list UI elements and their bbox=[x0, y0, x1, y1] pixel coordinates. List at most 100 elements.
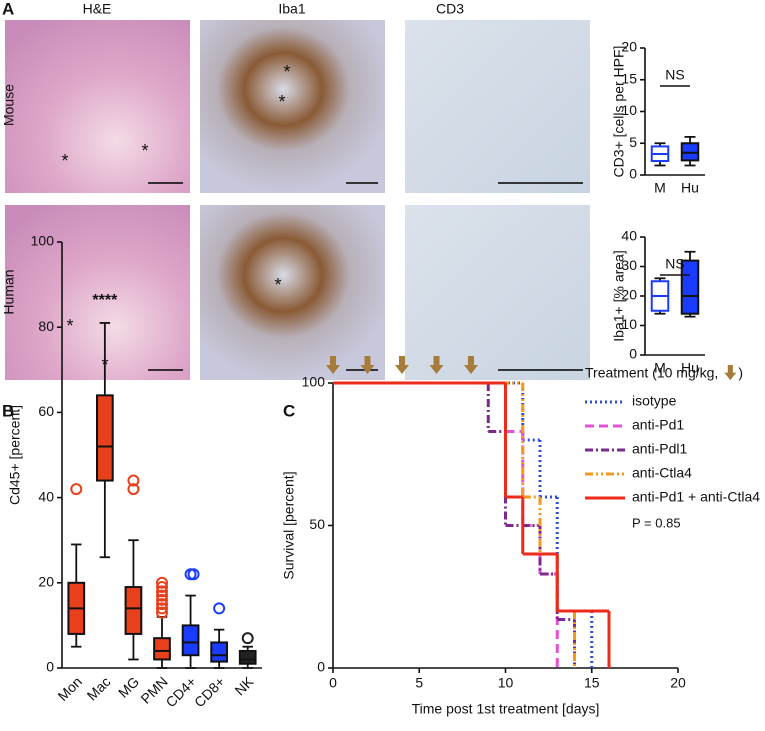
legend-title: Treatment (10 mg/kg, bbox=[585, 365, 718, 381]
y-tick-label: 40 bbox=[38, 488, 54, 504]
treatment-arrow bbox=[429, 356, 444, 374]
y-tick-label: 20 bbox=[621, 39, 637, 55]
x-axis-label: Time post 1st treatment [days] bbox=[412, 701, 600, 717]
legend-label: anti-Pd1 bbox=[632, 417, 684, 433]
legend-label: anti-Ctla4 bbox=[632, 465, 692, 481]
x-tick-label: CD4+ bbox=[162, 673, 199, 710]
box bbox=[238, 649, 257, 665]
panel-label: B bbox=[2, 401, 14, 420]
outlier bbox=[70, 483, 83, 496]
y-tick-label: 0 bbox=[629, 166, 637, 182]
x-tick-label: CD8+ bbox=[191, 673, 228, 710]
outlier bbox=[156, 581, 168, 594]
legend-label: anti-Pdl1 bbox=[632, 441, 687, 457]
column-label: H&E bbox=[83, 1, 112, 17]
image bbox=[5, 20, 190, 193]
y-tick-label: 50 bbox=[309, 516, 325, 532]
y-tick-label: 40 bbox=[621, 228, 637, 244]
y-tick-label: 20 bbox=[38, 574, 54, 590]
y-tick-label: 100 bbox=[31, 233, 55, 249]
x-tick-label: 5 bbox=[415, 675, 423, 691]
image bbox=[405, 20, 590, 193]
treatment-arrow bbox=[464, 356, 478, 374]
y-axis-label: Iba1+ [% area] bbox=[611, 250, 627, 341]
box bbox=[153, 637, 171, 661]
x-tick-label: 15 bbox=[584, 675, 600, 691]
image bbox=[200, 20, 385, 193]
annotation: **** bbox=[92, 292, 118, 309]
x-tick-label: 10 bbox=[498, 675, 514, 691]
outlier bbox=[127, 483, 140, 496]
box bbox=[680, 259, 700, 315]
x-tick-label: M bbox=[654, 180, 666, 196]
image bbox=[5, 205, 190, 380]
legend-title-end: ) bbox=[738, 365, 743, 381]
x-tick-label: Hu bbox=[681, 180, 699, 196]
annotation: P = 0.85 bbox=[632, 515, 681, 530]
outlier bbox=[156, 593, 168, 606]
outlier bbox=[156, 606, 168, 619]
annotation: NS bbox=[665, 67, 684, 83]
y-axis-label: Cd45+ [percent] bbox=[7, 405, 23, 505]
outlier bbox=[213, 602, 226, 615]
histology-images bbox=[5, 20, 590, 380]
annotation: NS bbox=[665, 256, 684, 272]
legend-arrow bbox=[724, 365, 737, 381]
image bbox=[200, 205, 385, 380]
image-mark: * bbox=[274, 275, 281, 295]
y-tick-label: 0 bbox=[629, 346, 637, 362]
panel-label: A bbox=[2, 0, 14, 18]
y-tick-label: 80 bbox=[38, 318, 54, 334]
image-mark: * bbox=[61, 151, 68, 171]
y-tick-label: 15 bbox=[621, 70, 637, 86]
outlier bbox=[241, 632, 254, 645]
y-tick-label: 5 bbox=[629, 134, 637, 150]
y-tick-label: 10 bbox=[621, 316, 637, 332]
x-tick-label: Mac bbox=[84, 673, 114, 703]
x-tick-label: Hu bbox=[681, 360, 699, 376]
box bbox=[124, 586, 143, 635]
treatment-arrow bbox=[326, 356, 340, 374]
column-label: CD3 bbox=[436, 1, 464, 17]
image-mark: * bbox=[278, 92, 285, 112]
row-label: Mouse bbox=[1, 84, 17, 126]
scale-bars bbox=[148, 182, 583, 371]
y-tick-label: 20 bbox=[621, 287, 637, 303]
outlier bbox=[156, 598, 168, 611]
legend-label: isotype bbox=[632, 393, 677, 409]
y-tick-label: 30 bbox=[621, 257, 637, 273]
y-tick-label: 0 bbox=[317, 659, 325, 675]
box bbox=[96, 394, 114, 482]
image bbox=[405, 205, 590, 380]
outlier bbox=[156, 585, 168, 598]
y-tick-label: 60 bbox=[38, 403, 54, 419]
column-label: Iba1 bbox=[278, 1, 305, 17]
row-label: Human bbox=[1, 269, 17, 314]
treatment-arrow bbox=[395, 356, 409, 374]
outlier bbox=[127, 474, 140, 487]
box bbox=[210, 641, 229, 663]
image-mark: * bbox=[141, 141, 148, 161]
image-mark: * bbox=[283, 62, 290, 82]
treatment-arrow bbox=[360, 356, 375, 374]
outlier bbox=[156, 602, 168, 615]
x-tick-label: 20 bbox=[670, 675, 686, 691]
y-tick-label: 100 bbox=[302, 374, 326, 390]
x-tick-label: Mon bbox=[54, 673, 85, 704]
panel-label: C bbox=[283, 401, 295, 420]
y-axis-label: Survival [percent] bbox=[281, 471, 297, 579]
y-axis-label: CD3+ [cells per HPF] bbox=[611, 46, 627, 178]
outlier bbox=[156, 576, 168, 589]
x-tick-label: NK bbox=[231, 673, 257, 699]
legend-label: anti-Pd1 + anti-Ctla4 bbox=[632, 489, 760, 505]
x-tick-label: 0 bbox=[329, 675, 337, 691]
y-tick-label: 10 bbox=[621, 102, 637, 118]
x-tick-label: M bbox=[654, 360, 666, 376]
outlier bbox=[187, 568, 200, 581]
outlier bbox=[156, 589, 168, 602]
image-mark: * bbox=[66, 316, 73, 336]
y-tick-label: 0 bbox=[46, 659, 54, 675]
box bbox=[181, 624, 200, 657]
